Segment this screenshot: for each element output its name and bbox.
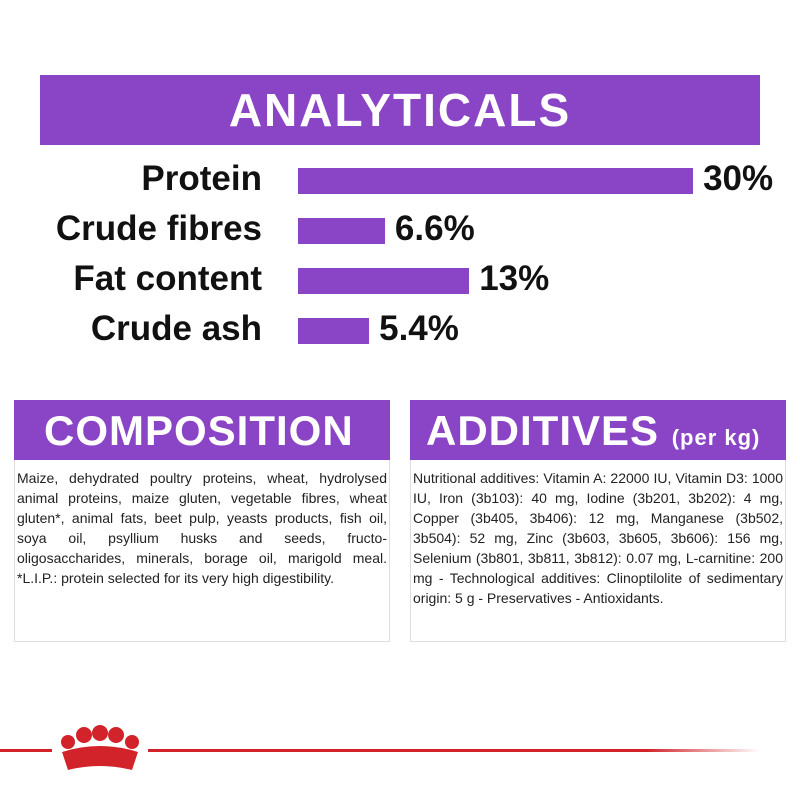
- logo: [52, 725, 148, 772]
- category-label: Protein: [141, 159, 262, 198]
- bar: [298, 218, 385, 244]
- section-title: COMPOSITION: [14, 400, 390, 460]
- category-label: Crude ash: [90, 309, 262, 348]
- category-label: Crude fibres: [55, 209, 262, 248]
- value-label: 13%: [479, 259, 550, 298]
- value-label: 30%: [703, 159, 774, 198]
- value-label: 5.4%: [379, 309, 459, 348]
- footer: [0, 725, 760, 772]
- category-label: Fat content: [73, 259, 262, 298]
- red-line: [0, 749, 760, 752]
- value-label: 6.6%: [394, 209, 475, 248]
- composition-text: Maize, dehydrated poultry proteins, whea…: [14, 460, 390, 642]
- section-title: ADDITIVES (per kg): [410, 400, 786, 460]
- bar: [298, 168, 694, 194]
- additives-text: Nutritional additives: Vitamin A: 22000 …: [410, 460, 786, 642]
- bar: [298, 268, 470, 294]
- section-title: ANALYTICALS CONSTITUENTS: [40, 75, 760, 206]
- bar: [298, 318, 370, 344]
- title-text: ADDITIVES: [426, 407, 660, 454]
- unit: (per kg): [671, 425, 761, 450]
